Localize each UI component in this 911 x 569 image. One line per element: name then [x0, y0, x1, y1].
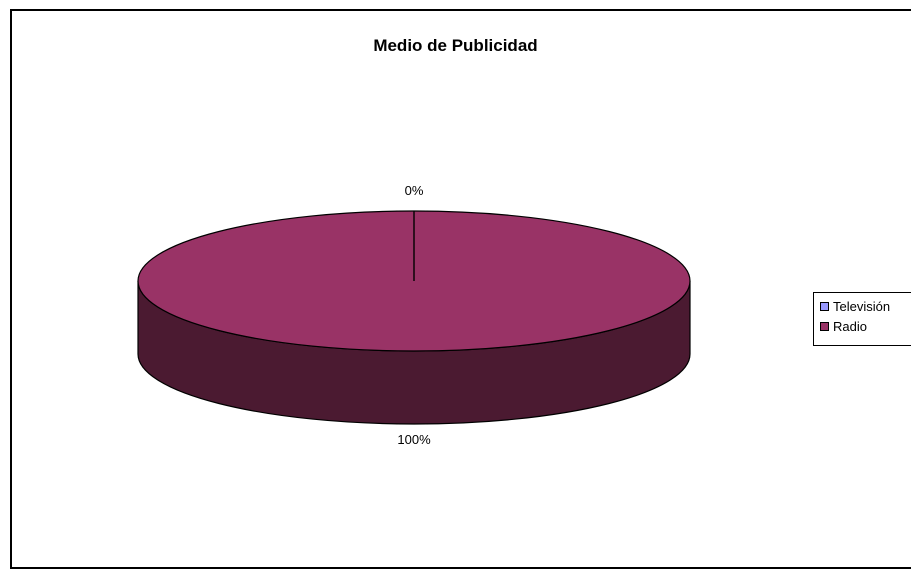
legend-item-television: Televisión: [820, 296, 911, 316]
legend-swatch-radio: [820, 321, 829, 331]
chart-area: Medio de Publicidad 0% 100% Televisión Ra…: [10, 9, 911, 569]
legend: Televisión Radio: [813, 292, 911, 346]
data-label-radio: 100%: [397, 432, 431, 447]
legend-label-television: Televisión: [833, 298, 891, 314]
data-label-television: 0%: [405, 183, 424, 198]
legend-swatch-television: [820, 301, 829, 311]
legend-label-radio: Radio: [833, 318, 867, 334]
legend-item-radio: Radio: [820, 316, 911, 336]
pie-chart: 0% 100%: [137, 183, 691, 447]
chart-title: Medio de Publicidad: [373, 36, 538, 55]
